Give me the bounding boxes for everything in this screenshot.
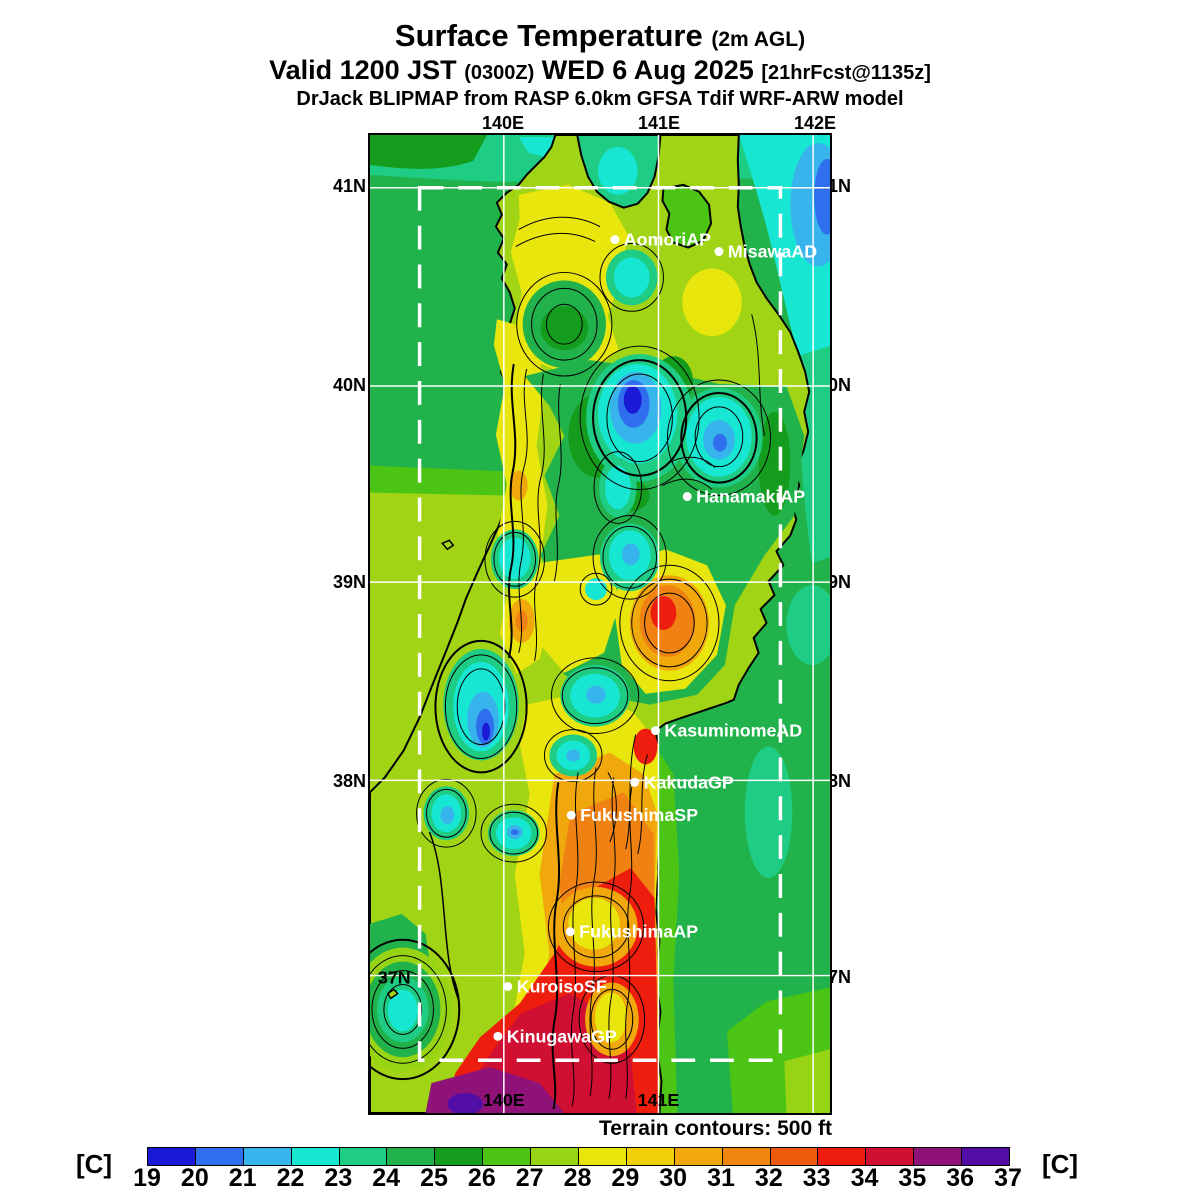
station-dot (610, 235, 620, 245)
station-MisawaAD: MisawaAD (714, 241, 817, 262)
model-domain-box (417, 186, 783, 1062)
station-dot (682, 492, 692, 502)
inner-grid-label: 140E (483, 1090, 525, 1110)
lat-label-left: 40N (332, 375, 366, 395)
colorbar-unit-left: [C] (76, 1149, 113, 1179)
colorbar-segment (339, 1148, 388, 1165)
valid-zulu: (0300Z) (464, 62, 535, 84)
colorbar (147, 1147, 1010, 1166)
colorbar-segment (291, 1148, 340, 1165)
island (441, 539, 455, 551)
colorbar-tick-label: 35 (898, 1164, 927, 1192)
station-label: FukushimaAP (579, 922, 698, 942)
colorbar-segment (770, 1148, 819, 1165)
station-dot (630, 777, 640, 787)
colorbar-segment (435, 1148, 484, 1165)
station-KuroisoSF: KuroisoSF (503, 976, 607, 997)
colorbar-tick-label: 24 (372, 1164, 401, 1192)
colorbar-segment (531, 1148, 580, 1165)
terrain-contours (370, 216, 772, 1110)
station-label: KakudaGP (644, 772, 734, 792)
island (386, 988, 399, 1000)
colorbar-segment (962, 1148, 1010, 1165)
colorbar-tick-label: 21 (228, 1164, 257, 1192)
station-label: AomoriAP (624, 230, 711, 250)
colorbar-segment (387, 1148, 436, 1165)
station-dot (493, 1031, 503, 1041)
title-suffix: (2m AGL) (711, 28, 806, 51)
inner-grid-label: 141E (638, 1090, 680, 1110)
lat-label-left: 41N (332, 176, 366, 196)
temperature-map: AomoriAP MisawaAD HanamakiAP KasuminomeAD Ka… (370, 135, 830, 1113)
colorbar-segment (866, 1148, 915, 1165)
colorbar-tick-label: 22 (276, 1164, 305, 1192)
station-dot (566, 810, 576, 820)
colorbar-tick-label: 23 (324, 1164, 353, 1192)
stations-layer: AomoriAP MisawaAD HanamakiAP KasuminomeAD Ka… (493, 230, 817, 1046)
colorbar-segment (626, 1148, 675, 1165)
colorbar-segment (722, 1148, 771, 1165)
station-label: KasuminomeAD (664, 721, 802, 741)
colorbar-segment (195, 1148, 244, 1165)
colorbar-unit-right: [C] (1042, 1149, 1079, 1179)
station-label: FukushimaSP (580, 805, 698, 825)
colorbar-tick-label: 29 (611, 1164, 640, 1192)
colorbar-segment (243, 1148, 292, 1165)
station-KinugawaGP: KinugawaGP (493, 1026, 617, 1046)
colorbar-segment (148, 1148, 196, 1165)
lon-label-top: 141E (637, 113, 681, 133)
inner-grid-label: 37N (378, 967, 411, 987)
colorbar-segment (674, 1148, 723, 1165)
colorbar-tick-label: 30 (659, 1164, 688, 1192)
colorbar-tick-label: 25 (420, 1164, 448, 1192)
colorbar-tick-label: 33 (802, 1164, 831, 1192)
station-dot (565, 927, 575, 937)
colorbar-tick-label: 27 (515, 1164, 544, 1192)
page-title: Surface Temperature (2m AGL) (0, 18, 1200, 54)
model-line: DrJack BLIPMAP from RASP 6.0km GFSA Tdif… (296, 88, 904, 110)
lon-label-top: 140E (481, 113, 525, 133)
colorbar-tick-label: 34 (850, 1164, 879, 1192)
title-main: Surface Temperature (394, 18, 703, 53)
forecast-tag: [21hrFcst@1135z] (761, 62, 931, 84)
header: Surface Temperature (2m AGL) Valid 1200 … (0, 18, 1200, 111)
colorbar-segment (483, 1148, 532, 1165)
lat-label-left: 38N (332, 771, 366, 791)
colorbar-segment (579, 1148, 627, 1165)
station-label: MisawaAD (728, 241, 817, 261)
lon-label-top: 142E (793, 113, 837, 133)
station-AomoriAP: AomoriAP (610, 230, 711, 250)
valid-time: Valid 1200 JST (269, 55, 457, 85)
valid-line: Valid 1200 JST (0300Z) WED 6 Aug 2025 [2… (0, 55, 1200, 86)
colorbar-tick-label: 32 (754, 1164, 783, 1192)
colorbar-segment (914, 1148, 963, 1165)
inner-map-labels: 37N 140E 141E (378, 967, 679, 1110)
station-dot (651, 726, 660, 736)
station-label: KinugawaGP (507, 1026, 617, 1046)
valid-date: WED 6 Aug 2025 (541, 55, 754, 85)
colorbar-tick-label: 36 (946, 1164, 975, 1192)
lat-label-left: 39N (332, 572, 366, 592)
colorbar-segment (818, 1148, 867, 1165)
colorbar-tick-label: 31 (707, 1164, 735, 1192)
station-FukushimaSP: FukushimaSP (566, 805, 698, 825)
station-FukushimaAP: FukushimaAP (565, 922, 698, 942)
graticule (370, 135, 830, 1113)
station-dot (503, 982, 513, 991)
station-KakudaGP: KakudaGP (630, 772, 734, 792)
station-label: KuroisoSF (517, 976, 607, 996)
station-label: HanamakiAP (696, 486, 805, 506)
terrain-note: Terrain contours: 500 ft (599, 1117, 832, 1140)
colorbar-tick-label: 20 (180, 1164, 209, 1192)
colorbar-tick-label: 26 (467, 1164, 496, 1192)
colorbar-tick-label: 19 (133, 1164, 161, 1192)
colorbar-tick-label: 28 (563, 1164, 592, 1192)
station-HanamakiAP: HanamakiAP (682, 486, 805, 507)
map-frame: AomoriAP MisawaAD HanamakiAP KasuminomeAD Ka… (368, 133, 832, 1115)
station-dot (714, 247, 724, 257)
colorbar-tick-label: 37 (994, 1164, 1022, 1192)
station-KasuminomeAD: KasuminomeAD (651, 721, 802, 741)
